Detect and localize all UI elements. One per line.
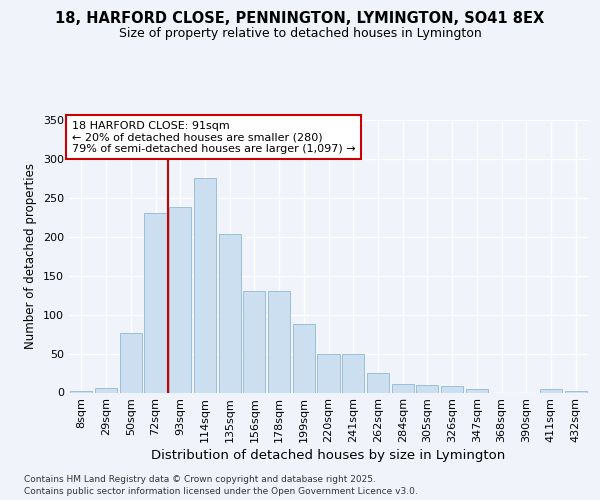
- Bar: [565, 391, 587, 392]
- Text: Size of property relative to detached houses in Lymington: Size of property relative to detached ho…: [119, 28, 481, 40]
- Bar: [466, 390, 488, 392]
- Bar: [268, 292, 290, 392]
- Bar: [441, 386, 463, 392]
- Bar: [293, 324, 315, 392]
- Bar: [392, 384, 414, 392]
- Bar: [70, 391, 92, 392]
- Bar: [416, 384, 439, 392]
- Bar: [367, 373, 389, 392]
- Bar: [218, 234, 241, 392]
- Bar: [169, 207, 191, 392]
- Bar: [145, 214, 167, 392]
- X-axis label: Distribution of detached houses by size in Lymington: Distribution of detached houses by size …: [151, 450, 506, 462]
- Bar: [317, 354, 340, 393]
- Text: 18, HARFORD CLOSE, PENNINGTON, LYMINGTON, SO41 8EX: 18, HARFORD CLOSE, PENNINGTON, LYMINGTON…: [55, 11, 545, 26]
- Bar: [119, 332, 142, 392]
- Bar: [540, 390, 562, 392]
- Bar: [342, 354, 364, 393]
- Text: Contains HM Land Registry data © Crown copyright and database right 2025.: Contains HM Land Registry data © Crown c…: [24, 474, 376, 484]
- Y-axis label: Number of detached properties: Number of detached properties: [25, 163, 37, 349]
- Text: Contains public sector information licensed under the Open Government Licence v3: Contains public sector information licen…: [24, 487, 418, 496]
- Bar: [243, 292, 265, 392]
- Bar: [194, 178, 216, 392]
- Bar: [95, 388, 117, 392]
- Text: 18 HARFORD CLOSE: 91sqm
← 20% of detached houses are smaller (280)
79% of semi-d: 18 HARFORD CLOSE: 91sqm ← 20% of detache…: [71, 120, 355, 154]
